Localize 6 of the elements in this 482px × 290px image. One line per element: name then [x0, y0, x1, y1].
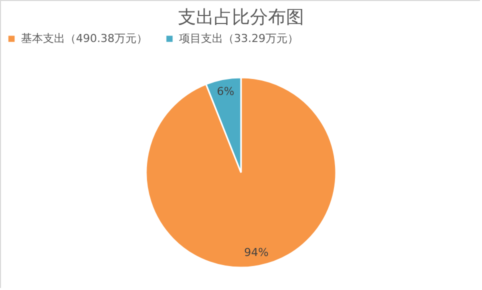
- data-label: 94%: [244, 246, 269, 260]
- chart-title: 支出占比分布图: [178, 7, 304, 28]
- legend-label: 基本支出（490.38万元）: [21, 32, 148, 45]
- data-label: 6%: [216, 84, 234, 98]
- pie-slice: [145, 76, 337, 268]
- legend-label: 项目支出（33.29万元）: [179, 32, 298, 45]
